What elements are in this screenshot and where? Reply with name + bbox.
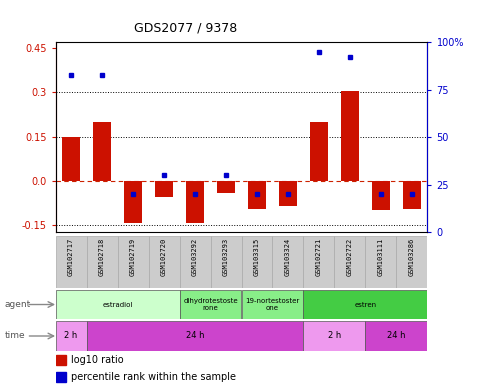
Text: GSM103292: GSM103292 (192, 238, 198, 276)
Bar (86, 321, 303, 351)
Text: estren: estren (355, 301, 377, 308)
Text: 2 h: 2 h (64, 331, 78, 341)
Text: GSM103324: GSM103324 (285, 238, 291, 276)
Bar (56, 321, 86, 351)
Bar (397, 236, 427, 288)
Bar (56, 290, 180, 319)
Bar (180, 290, 242, 319)
Text: percentile rank within the sample: percentile rank within the sample (71, 372, 236, 382)
Text: 2 h: 2 h (328, 331, 341, 341)
Bar (124, 181, 142, 223)
Bar (279, 181, 297, 206)
Text: GSM102721: GSM102721 (316, 238, 322, 276)
Text: 19-nortestoster
one: 19-nortestoster one (245, 298, 299, 311)
Bar (310, 122, 328, 181)
Text: GSM103286: GSM103286 (409, 238, 415, 276)
Bar (303, 321, 366, 351)
Bar (149, 236, 180, 288)
Text: 24 h: 24 h (186, 331, 204, 341)
Bar (334, 236, 366, 288)
Bar (242, 236, 272, 288)
Text: GSM102717: GSM102717 (68, 238, 74, 276)
Bar (62, 137, 80, 181)
Bar (372, 181, 390, 210)
Bar (242, 290, 303, 319)
Bar (366, 236, 397, 288)
Bar (303, 236, 334, 288)
Text: GSM103111: GSM103111 (378, 238, 384, 276)
Text: log10 ratio: log10 ratio (71, 355, 124, 365)
Bar (272, 236, 303, 288)
Text: agent: agent (5, 300, 31, 309)
Bar (56, 355, 67, 365)
Text: GSM103315: GSM103315 (254, 238, 260, 276)
Text: dihydrotestoste
rone: dihydrotestoste rone (183, 298, 238, 311)
Bar (180, 236, 211, 288)
Bar (217, 181, 235, 192)
Text: estradiol: estradiol (102, 301, 133, 308)
Text: GSM102719: GSM102719 (130, 238, 136, 276)
Bar (248, 181, 266, 209)
Bar (56, 372, 67, 382)
Bar (341, 91, 359, 181)
Text: time: time (5, 331, 26, 341)
Bar (186, 181, 204, 223)
Bar (403, 181, 421, 209)
Bar (86, 236, 117, 288)
Bar (366, 321, 427, 351)
Text: GDS2077 / 9378: GDS2077 / 9378 (134, 22, 237, 35)
Text: GSM102720: GSM102720 (161, 238, 167, 276)
Text: GSM102722: GSM102722 (347, 238, 353, 276)
Bar (155, 181, 173, 197)
Text: GSM103293: GSM103293 (223, 238, 229, 276)
Bar (117, 236, 149, 288)
Text: GSM102718: GSM102718 (99, 238, 105, 276)
Bar (93, 122, 112, 181)
Text: 24 h: 24 h (387, 331, 406, 341)
Bar (303, 290, 427, 319)
Bar (56, 236, 86, 288)
Bar (211, 236, 242, 288)
